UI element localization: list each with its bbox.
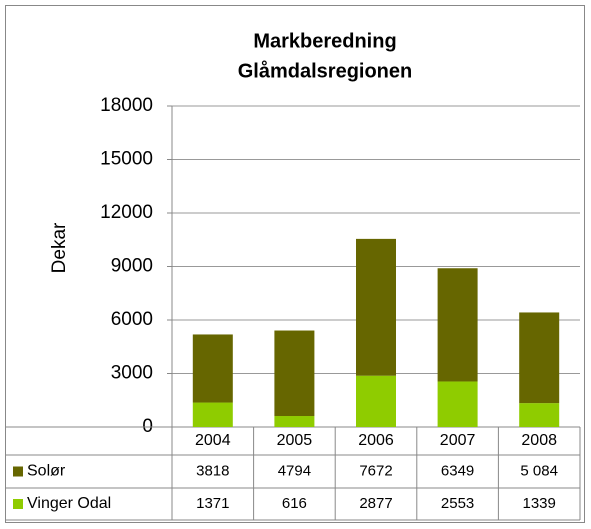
bar-segment [274,416,315,427]
x-tick-label: 2007 [440,432,476,449]
y-tick-label: 6000 [111,309,153,330]
x-tick-label: 2004 [195,432,231,449]
data-label: 3818 [196,462,229,479]
data-label: 7672 [359,462,392,479]
y-tick-label: 18000 [100,95,153,116]
data-label: 1339 [523,495,556,512]
x-tick-label: 2006 [358,432,394,449]
y-tick-label: 12000 [100,202,153,223]
legend-swatch [13,466,23,477]
bar-segment [519,312,560,404]
legend-swatch [13,499,23,509]
y-tick-label: 15000 [100,149,153,170]
x-tick-label: 2008 [521,432,557,449]
data-label: 6349 [441,462,474,479]
bar-segment [192,402,233,427]
data-label: 2553 [441,495,474,512]
bar-segment [192,334,233,403]
legend-label: Vinger Odal [27,495,111,512]
chart-title: Markberedning [253,30,396,52]
y-tick-label: 9000 [111,256,153,277]
y-tick-label: 3000 [111,363,153,384]
chart-subtitle: Glåmdalsregionen [238,59,413,82]
bar-segment [519,403,560,427]
chart-border [5,5,585,523]
bar-segment [356,238,396,376]
data-label: 1371 [196,495,229,512]
data-label: 616 [282,495,307,512]
data-label: 5 084 [520,462,558,479]
bar-segment [356,375,396,427]
y-axis-label: Dekar [49,222,70,273]
data-label: 2877 [359,495,392,512]
bar-segment [274,330,315,417]
bar-segment [437,381,478,427]
legend-label: Solør [27,463,66,480]
bar-segment [437,268,478,382]
data-label: 4794 [278,462,311,479]
x-tick-label: 2005 [277,432,313,449]
